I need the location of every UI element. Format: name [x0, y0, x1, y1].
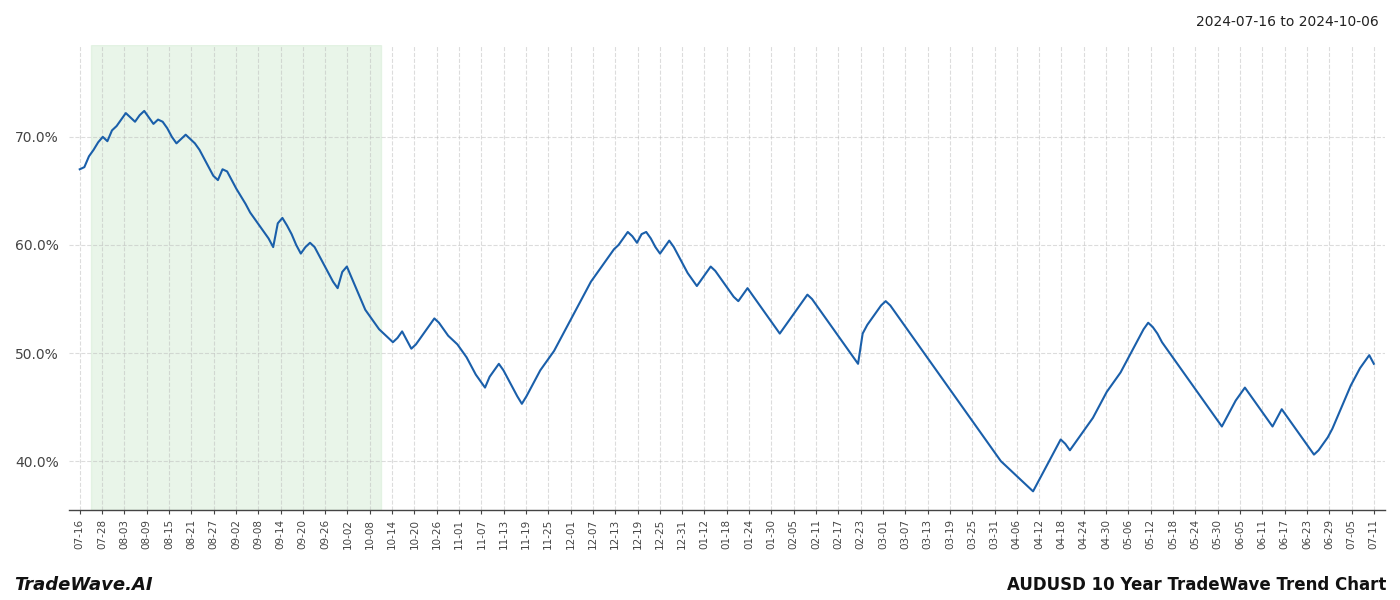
Text: TradeWave.AI: TradeWave.AI: [14, 576, 153, 594]
Text: AUDUSD 10 Year TradeWave Trend Chart: AUDUSD 10 Year TradeWave Trend Chart: [1007, 576, 1386, 594]
Bar: [91, 45, 381, 510]
Text: 2024-07-16 to 2024-10-06: 2024-07-16 to 2024-10-06: [1196, 15, 1379, 29]
